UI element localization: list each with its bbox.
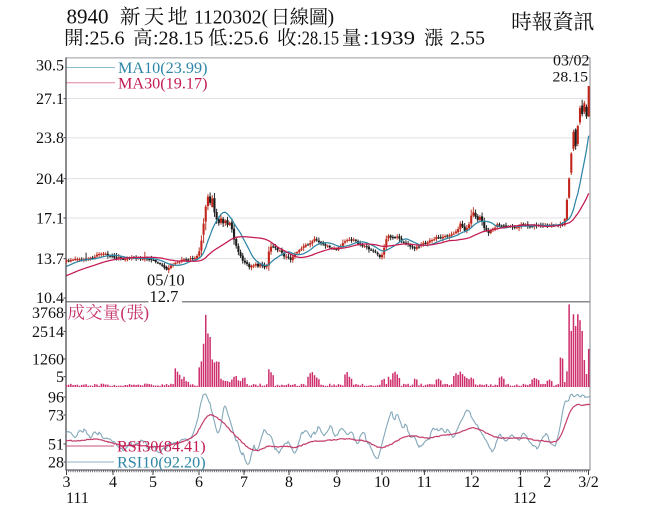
svg-text:6: 6	[195, 474, 203, 491]
svg-text::25.6: :25.6	[84, 28, 125, 50]
svg-text:2: 2	[543, 474, 551, 491]
svg-text:27.1: 27.1	[36, 91, 64, 108]
svg-text:3768: 3768	[32, 305, 64, 322]
svg-text:RSI30(84.41): RSI30(84.41)	[117, 438, 206, 456]
svg-text:1260: 1260	[32, 352, 64, 369]
svg-text:05/10: 05/10	[147, 271, 185, 290]
svg-text:4: 4	[109, 474, 117, 491]
svg-text:03/02: 03/02	[553, 53, 589, 70]
svg-text:112: 112	[513, 490, 536, 507]
svg-text:111: 111	[66, 490, 89, 507]
svg-text:13.7: 13.7	[36, 251, 64, 268]
svg-text:23.8: 23.8	[36, 130, 64, 147]
svg-text:28: 28	[48, 455, 64, 472]
svg-text:2.55: 2.55	[450, 28, 485, 50]
svg-text:28.15: 28.15	[553, 69, 589, 86]
svg-text:1: 1	[516, 474, 524, 491]
svg-text:8940: 8940	[67, 5, 109, 29]
svg-text:73: 73	[48, 408, 64, 425]
svg-text:): )	[143, 303, 149, 323]
svg-text:9: 9	[333, 474, 341, 491]
svg-text:8: 8	[285, 474, 293, 491]
svg-text:96: 96	[48, 390, 64, 407]
svg-text:51: 51	[48, 437, 64, 454]
svg-text:3: 3	[63, 474, 71, 491]
svg-text:2514: 2514	[32, 324, 64, 341]
svg-text:1120302(: 1120302(	[194, 7, 268, 29]
svg-text:12: 12	[464, 474, 480, 491]
svg-text:12.7: 12.7	[150, 287, 179, 306]
svg-text:30.5: 30.5	[36, 58, 64, 75]
svg-text:17.1: 17.1	[36, 211, 64, 228]
svg-text:10: 10	[374, 474, 390, 491]
svg-text:11: 11	[417, 474, 432, 491]
svg-text::28.15: :28.15	[153, 28, 204, 50]
svg-text::1939: :1939	[363, 28, 415, 50]
svg-text:MA10(23.99): MA10(23.99)	[118, 59, 207, 77]
svg-text::28.15: :28.15	[297, 28, 339, 50]
svg-text:(: (	[120, 303, 126, 323]
svg-text:RSI10(92.20): RSI10(92.20)	[117, 454, 206, 472]
svg-text:3/2: 3/2	[578, 474, 598, 491]
svg-text:): )	[328, 7, 335, 29]
svg-text:5: 5	[56, 369, 64, 386]
svg-text:10.4: 10.4	[36, 290, 64, 307]
svg-text:20.4: 20.4	[36, 171, 64, 188]
svg-text::25.6: :25.6	[228, 28, 269, 50]
svg-text:MA30(19.17): MA30(19.17)	[118, 75, 207, 93]
svg-text:5: 5	[149, 474, 157, 491]
svg-text:7: 7	[240, 474, 248, 491]
